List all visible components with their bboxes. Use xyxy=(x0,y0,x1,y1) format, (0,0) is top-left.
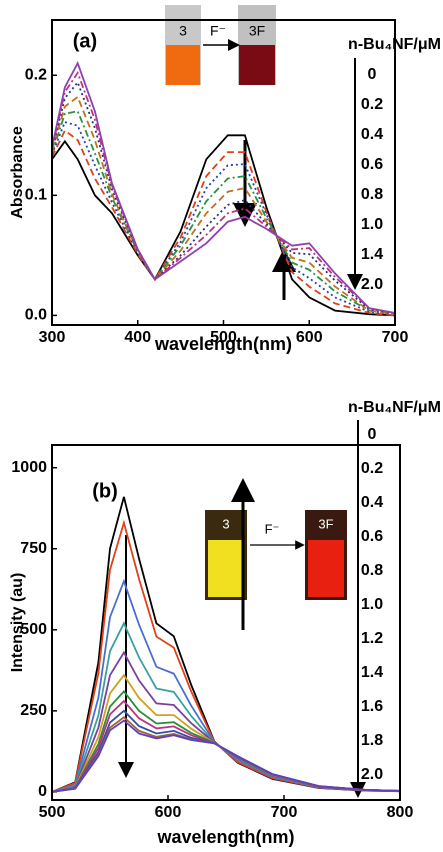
legend-entry: 2.0 xyxy=(361,766,383,783)
inset-b: 3 F⁻ 3F xyxy=(205,510,347,600)
series-line xyxy=(51,80,396,314)
series-line xyxy=(51,110,396,316)
x-tick-label: 600 xyxy=(296,329,323,346)
series-line xyxy=(51,121,396,316)
y-tick-label: 500 xyxy=(20,621,47,638)
x-tick-label: 600 xyxy=(155,804,182,821)
x-tick-label: 400 xyxy=(124,329,151,346)
legend-title: n-Bu₄NF/μM xyxy=(348,399,441,416)
legend-entry: 0.6 xyxy=(361,156,383,173)
vial-label: 3F xyxy=(318,516,333,531)
legend-entry: 1.2 xyxy=(361,630,383,647)
legend-title: n-Bu₄NF/μM xyxy=(348,36,441,53)
inset-a: 3 F⁻ 3F xyxy=(165,5,276,85)
x-tick-label: 500 xyxy=(210,329,237,346)
legend-entry: 1.0 xyxy=(361,596,383,613)
series-line xyxy=(51,719,401,793)
y-tick-label: 250 xyxy=(20,702,47,719)
y-tick-label: 0.2 xyxy=(25,66,47,83)
x-axis-label: wavelength(nm) xyxy=(154,334,292,354)
x-tick-label: 800 xyxy=(387,804,414,821)
legend-entry: 2.0 xyxy=(361,276,383,293)
plot: 300 400 500 600 700 0.0 0.1 0.2 0 0.2 0.4 0.6 0.8 1.0… xyxy=(9,19,441,354)
legend-entry: 0 xyxy=(368,426,377,443)
panel-label: (a) xyxy=(73,30,97,52)
legend-entry: 1.6 xyxy=(361,698,383,715)
y-tick-label: 1000 xyxy=(11,459,47,476)
x-tick-label: 300 xyxy=(39,329,66,346)
series-line xyxy=(51,129,396,317)
series-line xyxy=(51,621,401,793)
legend-entry: 1.4 xyxy=(361,664,383,681)
legend-entry: 0.8 xyxy=(361,562,383,579)
series-line xyxy=(51,95,396,316)
plot-frame xyxy=(51,444,401,801)
legend-entry: 0.8 xyxy=(361,186,383,203)
y-tick-label: 750 xyxy=(20,540,47,557)
plot-frame xyxy=(51,19,396,326)
y-tick-label: 0.0 xyxy=(25,307,47,324)
vial-label: 3F xyxy=(249,23,265,39)
x-tick-label: 500 xyxy=(39,804,66,821)
legend-entry: 1.4 xyxy=(361,246,383,263)
legend-entry: 1.0 xyxy=(361,216,383,233)
legend-entry: 0.6 xyxy=(361,528,383,545)
legend-entry: 0.2 xyxy=(361,96,383,113)
reagent-label: F⁻ xyxy=(265,521,280,536)
series-line xyxy=(51,60,396,314)
y-tick-label: 0.1 xyxy=(25,187,47,204)
y-tick-label: 0 xyxy=(38,783,47,800)
panel-label: (b) xyxy=(92,480,118,502)
series-line xyxy=(51,70,396,314)
y-axis-label: Absorbance xyxy=(9,126,26,219)
x-tick-label: 700 xyxy=(271,804,298,821)
legend-entry: 0.4 xyxy=(361,494,383,511)
vial-label: 3 xyxy=(222,516,229,531)
legend-entry: 0.2 xyxy=(361,460,383,477)
legend-entry: 0.4 xyxy=(361,126,383,143)
series-line xyxy=(51,650,401,793)
series-line xyxy=(51,134,396,317)
reagent-label: F⁻ xyxy=(210,23,226,39)
legend-entry: 1.8 xyxy=(361,732,383,749)
vial-label: 3 xyxy=(179,23,187,39)
x-tick-label: 700 xyxy=(382,329,409,346)
plot: 500 600 700 800 0 250 500 750 1000 0 0.2 0.4 0.6 0.8 1… xyxy=(9,399,441,847)
y-axis-label: Intensity (au) xyxy=(9,573,26,673)
legend-entry: 0 xyxy=(368,66,377,83)
x-axis-label: wavelength(nm) xyxy=(156,827,294,847)
